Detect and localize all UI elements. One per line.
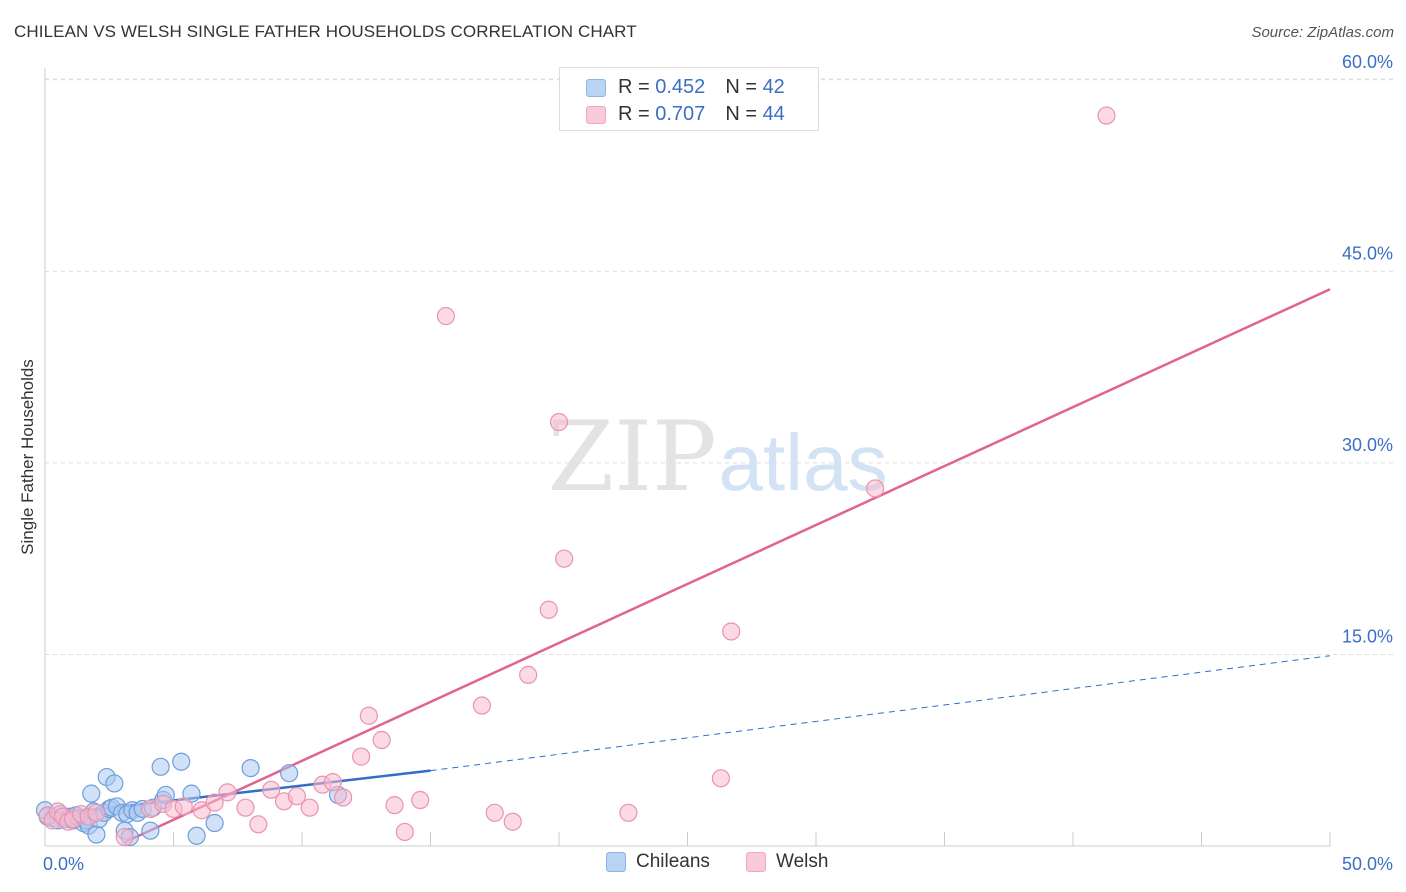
point-welsh-25 [334,788,353,807]
point-welsh-35 [503,812,522,831]
point-welsh-22 [300,798,319,817]
legend-welsh-n-value: 44 [762,103,785,125]
watermark-atlas: atlas [719,418,888,507]
legend-row-chileans: R = 0.452 N = 42 [586,76,785,99]
point-welsh-29 [385,796,404,815]
point-welsh-31 [411,790,430,810]
point-welsh-39 [555,549,574,568]
point-welsh-28 [372,730,391,750]
bottom-legend-label-chileans: Chileans [636,851,710,872]
bottom-legend-swatch-welsh [746,852,766,872]
point-welsh-13 [174,797,193,816]
point-chileans-11 [82,784,101,803]
y-tick-label-1: 30.0% [1342,435,1393,455]
legend-welsh-n-label: N = [725,103,757,125]
point-chileans-28 [141,821,160,840]
legend-welsh-r-value: 0.707 [655,103,706,125]
legend-swatch-welsh [586,105,606,124]
point-welsh-26 [352,747,371,766]
x-tick-label-0: 0.0% [43,854,84,874]
trendline-welsh [124,288,1331,844]
y-axis-title: Single Father Households [18,359,37,555]
point-welsh-41 [711,769,731,788]
point-welsh-34 [485,803,504,822]
legend-chileans-n-label: N = [725,76,757,98]
point-welsh-9 [115,827,134,847]
point-welsh-33 [472,696,491,715]
point-chileans-33 [172,752,191,771]
point-chileans-37 [241,759,260,778]
point-welsh-43 [866,479,885,498]
bottom-legend-swatch-chileans [606,852,626,872]
bottom-legend-label-welsh: Welsh [776,851,829,872]
point-welsh-42 [722,622,741,641]
legend-welsh-r-label: R = [618,103,650,125]
axes [44,68,1331,847]
point-welsh-21 [287,787,306,806]
point-welsh-24 [323,773,342,792]
legend-row-welsh: R = 0.707 N = 44 [586,103,785,126]
point-chileans-35 [187,826,206,845]
chart-title: CHILEAN VS WELSH SINGLE FATHER HOUSEHOLD… [14,22,637,41]
point-chileans-38 [280,764,299,783]
legend-chileans-r-value: 0.452 [655,76,706,98]
point-welsh-40 [619,803,638,822]
legend-swatch-chileans [586,78,606,97]
point-welsh-15 [205,793,224,812]
point-chileans-36 [205,813,224,833]
point-chileans-19 [105,774,124,793]
point-welsh-32 [436,306,456,326]
trendline-chileans-extension [430,655,1331,772]
point-chileans-30 [151,757,170,776]
point-welsh-36 [519,665,538,684]
stats-legend: R = 0.452 N = 42 R = 0.707 N = 44 [559,67,819,131]
watermark: ZIP atlas [547,401,887,513]
point-welsh-17 [236,798,255,817]
watermark-zip: ZIP [547,401,716,513]
bottom-legend-welsh: Welsh [746,851,828,873]
legend-chileans-n-value: 42 [762,76,785,98]
point-welsh-38 [549,412,569,432]
y-tick-label-0: 15.0% [1342,626,1393,646]
point-welsh-18 [249,815,268,834]
source-label: Source: ZipAtlas.com [1251,24,1394,41]
point-welsh-37 [539,600,558,619]
bottom-legend-chileans: Chileans [606,851,710,873]
trendlines [44,288,1331,844]
point-welsh-8 [87,803,106,822]
point-welsh-30 [395,822,414,842]
tick-labels: 15.0% 30.0% 45.0% 60.0% 0.0% 50.0% [43,52,1393,874]
point-welsh-16 [218,783,237,802]
y-tick-label-3: 60.0% [1342,52,1393,72]
data-points [35,106,1116,847]
y-tick-label-2: 45.0% [1342,243,1393,263]
point-welsh-19 [262,780,281,799]
point-chileans-13 [87,825,106,844]
x-tick-label-1: 50.0% [1342,854,1393,874]
point-welsh-44 [1097,106,1116,125]
point-welsh-27 [359,706,378,725]
legend-chileans-r-label: R = [618,76,650,98]
